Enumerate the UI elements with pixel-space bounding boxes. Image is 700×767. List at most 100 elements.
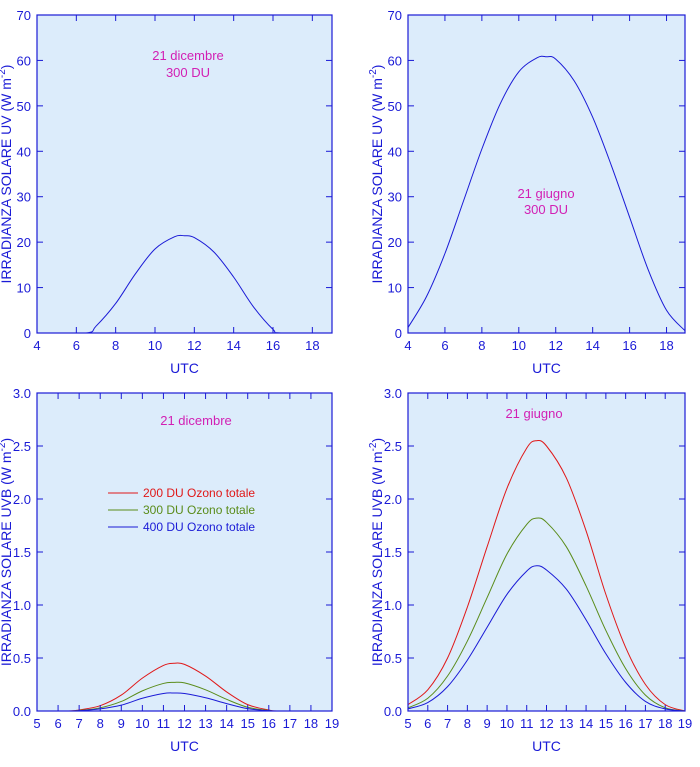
y-tick-label: 3.0 bbox=[13, 386, 31, 401]
x-tick-label: 7 bbox=[76, 716, 83, 731]
y-tick-label: 40 bbox=[388, 144, 402, 159]
chart-panel-bottom-right: 5 6 7 8 9 10 11 12 13 14 15 16 17 18 19 0.0 0.5 1.0 1.5 2.0… bbox=[368, 386, 692, 754]
x-tick-label: 12 bbox=[548, 338, 562, 353]
y-tick-label: 3.0 bbox=[384, 386, 402, 401]
legend-label: 200 DU Ozono totale bbox=[143, 486, 255, 500]
series-line-3 bbox=[37, 692, 332, 711]
y-axis-title: IRRADIANZA SOLARE UV (W m-2) bbox=[0, 65, 14, 284]
x-tick-label: 13 bbox=[198, 716, 212, 731]
y-tick-label: 20 bbox=[388, 235, 402, 250]
y-tick-label: 1.0 bbox=[384, 598, 402, 613]
x-axis-title: UTC bbox=[170, 738, 199, 754]
x-tick-label: 18 bbox=[659, 338, 673, 353]
x-tick-label: 6 bbox=[441, 338, 448, 353]
plot-area bbox=[408, 15, 685, 333]
y-tick-label: 1.5 bbox=[13, 545, 31, 560]
y-tick-label: 30 bbox=[17, 190, 31, 205]
legend-label: 300 DU Ozono totale bbox=[143, 503, 255, 517]
y-tick-label: 30 bbox=[388, 190, 402, 205]
y-tick-label: 1.0 bbox=[13, 598, 31, 613]
y-tick-label: 50 bbox=[388, 99, 402, 114]
y-tick-label: 1.5 bbox=[384, 545, 402, 560]
y-tick-label: 70 bbox=[388, 8, 402, 23]
x-tick-label: 7 bbox=[444, 716, 451, 731]
x-tick-label: 6 bbox=[54, 716, 61, 731]
panel-annotation: 300 DU bbox=[524, 202, 568, 217]
chart-panel-top-right: 4 6 8 10 12 14 16 18 0 10 20 30 40 50 60 70 UTC IRRADIANZ… bbox=[368, 8, 686, 376]
x-tick-label: 9 bbox=[118, 716, 125, 731]
x-tick-label: 14 bbox=[585, 338, 599, 353]
y-tick-label: 50 bbox=[17, 99, 31, 114]
chart-panel-top-left: 4 6 8 10 12 14 16 18 0 10 20 30 40 50 60 70 UTC IRRADIANZ… bbox=[0, 8, 333, 376]
x-tick-label: 14 bbox=[226, 338, 240, 353]
y-tick-label: 0 bbox=[395, 326, 402, 341]
y-tick-label: 70 bbox=[17, 8, 31, 23]
x-tick-label: 9 bbox=[484, 716, 491, 731]
x-tick-label: 8 bbox=[478, 338, 485, 353]
x-tick-label: 18 bbox=[658, 716, 672, 731]
y-tick-label: 0.5 bbox=[384, 651, 402, 666]
chart-panel-bottom-left: 5 6 7 8 9 10 11 12 13 14 15 16 17 18 19 0.0 0.5 1.0 1.5 2.0… bbox=[0, 386, 339, 754]
x-tick-label: 8 bbox=[464, 716, 471, 731]
panel-annotation: 21 giugno bbox=[505, 406, 562, 421]
x-tick-label: 16 bbox=[618, 716, 632, 731]
x-tick-label: 18 bbox=[305, 338, 319, 353]
x-tick-label: 16 bbox=[262, 716, 276, 731]
y-tick-label: 10 bbox=[17, 281, 31, 296]
series-line-2 bbox=[408, 517, 685, 711]
panel-annotation: 21 giugno bbox=[517, 186, 574, 201]
y-tick-label: 2.5 bbox=[13, 439, 31, 454]
plot-area bbox=[37, 393, 332, 711]
y-tick-label: 40 bbox=[17, 144, 31, 159]
x-tick-label: 8 bbox=[97, 716, 104, 731]
x-tick-label: 10 bbox=[135, 716, 149, 731]
x-tick-label: 12 bbox=[187, 338, 201, 353]
legend-label: 400 DU Ozono totale bbox=[143, 520, 255, 534]
panel-annotation: 300 DU bbox=[166, 65, 210, 80]
x-tick-label: 10 bbox=[500, 716, 514, 731]
plot-frame bbox=[36, 14, 333, 334]
x-tick-label: 14 bbox=[219, 716, 233, 731]
y-tick-label: 2.0 bbox=[13, 492, 31, 507]
plot-frame bbox=[407, 14, 686, 334]
y-axis-title: IRRADIANZA SOLARE UV (W m-2) bbox=[368, 65, 385, 284]
x-tick-label: 5 bbox=[33, 716, 40, 731]
x-tick-label: 6 bbox=[424, 716, 431, 731]
y-tick-label: 0.0 bbox=[384, 704, 402, 719]
x-tick-label: 6 bbox=[73, 338, 80, 353]
y-tick-label: 2.0 bbox=[384, 492, 402, 507]
y-tick-label: 0.5 bbox=[13, 651, 31, 666]
x-axis-title: UTC bbox=[170, 360, 199, 376]
y-tick-label: 20 bbox=[17, 235, 31, 250]
series-line-1 bbox=[37, 234, 332, 333]
x-tick-label: 8 bbox=[112, 338, 119, 353]
x-tick-label: 16 bbox=[266, 338, 280, 353]
x-tick-label: 17 bbox=[638, 716, 652, 731]
x-tick-label: 15 bbox=[599, 716, 613, 731]
y-tick-label: 60 bbox=[17, 53, 31, 68]
panel-annotation: 21 dicembre bbox=[152, 48, 224, 63]
x-tick-label: 11 bbox=[520, 716, 534, 731]
series-line-3 bbox=[408, 565, 685, 711]
x-tick-label: 4 bbox=[404, 338, 411, 353]
x-tick-label: 10 bbox=[148, 338, 162, 353]
x-tick-label: 15 bbox=[240, 716, 254, 731]
y-tick-label: 0.0 bbox=[13, 704, 31, 719]
x-tick-label: 4 bbox=[33, 338, 40, 353]
y-tick-label: 10 bbox=[388, 281, 402, 296]
y-axis-title: IRRADIANZA SOLARE UVB (W m-2) bbox=[368, 438, 385, 666]
x-tick-label: 10 bbox=[512, 338, 526, 353]
plot-area bbox=[37, 15, 332, 333]
x-tick-label: 11 bbox=[157, 716, 171, 731]
y-tick-label: 0 bbox=[24, 326, 31, 341]
x-tick-label: 14 bbox=[579, 716, 593, 731]
y-tick-label: 60 bbox=[388, 53, 402, 68]
series-line-1 bbox=[37, 662, 332, 711]
series-line-1 bbox=[408, 440, 685, 711]
x-tick-label: 16 bbox=[622, 338, 636, 353]
x-tick-label: 17 bbox=[283, 716, 297, 731]
y-tick-label: 2.5 bbox=[384, 439, 402, 454]
x-tick-label: 12 bbox=[177, 716, 191, 731]
x-tick-label: 5 bbox=[404, 716, 411, 731]
